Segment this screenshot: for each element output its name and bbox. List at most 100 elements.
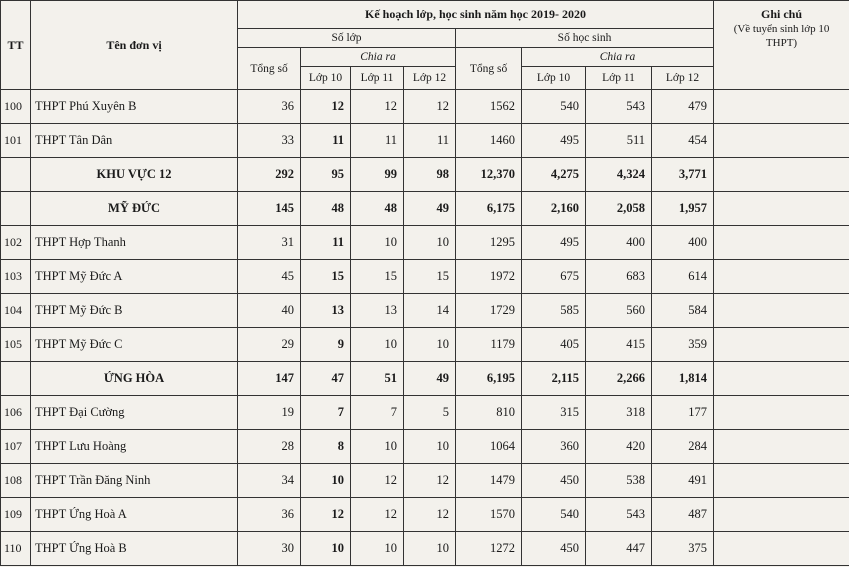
table-row: 107 THPT Lưu Hoàng 28 8 10 10 1064 360 420 284 xyxy=(0,429,849,464)
number-cell: 36 xyxy=(237,497,301,532)
number-cell: 6,195 xyxy=(455,361,522,396)
name-cell: THPT Lưu Hoàng xyxy=(30,429,238,464)
number-cell: 1570 xyxy=(455,497,522,532)
name-cell: THPT Hợp Thanh xyxy=(30,225,238,260)
number-cell: 1295 xyxy=(455,225,522,260)
number-cell: 99 xyxy=(350,157,404,192)
header-cell: Lớp 11 xyxy=(350,66,404,90)
number-cell: 19 xyxy=(237,395,301,430)
name-cell: THPT Ứng Hoà B xyxy=(30,531,238,566)
number-cell: 447 xyxy=(585,531,652,566)
table-row: 108 THPT Trần Đăng Ninh 34 10 12 12 1479 450 538… xyxy=(0,463,849,498)
number-cell: 585 xyxy=(521,293,586,328)
header-cell: Số lớp xyxy=(237,28,456,48)
header-cell: Kế hoạch lớp, học sinh năm học 2019- 202… xyxy=(236,0,715,29)
number-cell: 51 xyxy=(350,361,404,396)
number-cell: 28 xyxy=(237,429,301,464)
number-cell: 1272 xyxy=(455,531,522,566)
number-cell: 543 xyxy=(585,497,652,532)
number-cell: 495 xyxy=(521,123,586,158)
table-header: TT Tên đơn vị Kế hoạch lớp, học sinh năm… xyxy=(0,0,849,90)
number-cell: 15 xyxy=(350,259,404,294)
name-cell: THPT Mỹ Đức A xyxy=(30,259,238,294)
table-row: 110 THPT Ứng Hoà B 30 10 10 10 1272 450 447 375 xyxy=(0,531,849,566)
number-cell: 4,324 xyxy=(585,157,652,192)
number-cell: 491 xyxy=(650,463,715,498)
number-cell: 10 xyxy=(350,327,404,362)
number-cell: 454 xyxy=(650,123,715,158)
table-row: 106 THPT Đại Cường 19 7 7 5 810 315 318 177 xyxy=(0,395,849,430)
note-cell xyxy=(713,123,849,158)
name-cell: MỸ ĐỨC xyxy=(30,191,238,226)
header-cell: Chia ra xyxy=(520,47,715,67)
number-cell: 1562 xyxy=(455,89,522,124)
name-cell: THPT Phú Xuyên B xyxy=(30,89,238,124)
name-cell: THPT Tân Dân xyxy=(30,123,238,158)
note-cell xyxy=(713,89,849,124)
number-cell: 11 xyxy=(403,123,456,158)
header-cell: Tổng số xyxy=(455,47,522,90)
note-cell xyxy=(713,191,849,226)
header-cell: Số học sinh xyxy=(454,28,715,48)
number-cell: 12 xyxy=(403,497,456,532)
table-row: 109 THPT Ứng Hoà A 36 12 12 12 1570 540 543 487 xyxy=(0,497,849,532)
note-cell xyxy=(713,361,849,396)
note-cell xyxy=(713,225,849,260)
number-cell: 10 xyxy=(403,327,456,362)
table-row: 103 THPT Mỹ Đức A 45 15 15 15 1972 675 683 614 xyxy=(0,259,849,294)
number-cell: 48 xyxy=(350,191,404,226)
header-cell: Lớp 10 xyxy=(300,66,351,90)
table-row: 101 THPT Tân Dân 33 11 11 11 1460 495 511 454 xyxy=(0,123,849,158)
number-cell: 675 xyxy=(521,259,586,294)
number-cell: 12 xyxy=(300,497,351,532)
note-cell xyxy=(713,463,849,498)
number-cell: 1,957 xyxy=(650,191,715,226)
table-row: KHU VỰC 12 292 95 99 98 12,370 4,275 4,324 3,771 xyxy=(0,157,849,192)
number-cell: 31 xyxy=(237,225,301,260)
tt-cell: 107 xyxy=(0,429,31,464)
number-cell: 40 xyxy=(237,293,301,328)
number-cell: 12 xyxy=(350,89,404,124)
number-cell: 420 xyxy=(585,429,652,464)
number-cell: 540 xyxy=(521,497,586,532)
name-cell: ỨNG HÒA xyxy=(30,361,238,396)
note-cell xyxy=(713,429,849,464)
number-cell: 810 xyxy=(455,395,522,430)
number-cell: 33 xyxy=(237,123,301,158)
number-cell: 284 xyxy=(650,429,715,464)
number-cell: 1972 xyxy=(455,259,522,294)
number-cell: 48 xyxy=(300,191,351,226)
number-cell: 10 xyxy=(403,225,456,260)
number-cell: 540 xyxy=(521,89,586,124)
name-cell: THPT Mỹ Đức B xyxy=(30,293,238,328)
table-row: 102 THPT Hợp Thanh 31 11 10 10 1295 495 400 400 xyxy=(0,225,849,260)
number-cell: 405 xyxy=(521,327,586,362)
note-cell xyxy=(713,259,849,294)
note-cell xyxy=(713,157,849,192)
header-cell: Chia ra xyxy=(300,47,456,67)
header-cell: Tên đơn vị xyxy=(30,0,238,90)
note-title: Ghi chú xyxy=(761,7,803,21)
number-cell: 47 xyxy=(300,361,351,396)
number-cell: 45 xyxy=(237,259,301,294)
number-cell: 400 xyxy=(650,225,715,260)
number-cell: 147 xyxy=(237,361,301,396)
number-cell: 315 xyxy=(521,395,586,430)
tt-cell: 105 xyxy=(0,327,31,362)
name-cell: KHU VỰC 12 xyxy=(30,157,238,192)
note-cell xyxy=(713,293,849,328)
number-cell: 415 xyxy=(585,327,652,362)
number-cell: 12,370 xyxy=(455,157,522,192)
tt-cell: 100 xyxy=(0,89,31,124)
number-cell: 7 xyxy=(300,395,351,430)
table-row: MỸ ĐỨC 145 48 48 49 6,175 2,160 2,058 1,957 xyxy=(0,191,849,226)
number-cell: 360 xyxy=(521,429,586,464)
number-cell: 49 xyxy=(403,191,456,226)
number-cell: 2,266 xyxy=(585,361,652,396)
number-cell: 145 xyxy=(237,191,301,226)
header-cell: Ghi chú (Về tuyển sinh lớp 10 THPT) xyxy=(713,0,849,90)
number-cell: 1729 xyxy=(455,293,522,328)
number-cell: 15 xyxy=(403,259,456,294)
tt-cell: 101 xyxy=(0,123,31,158)
